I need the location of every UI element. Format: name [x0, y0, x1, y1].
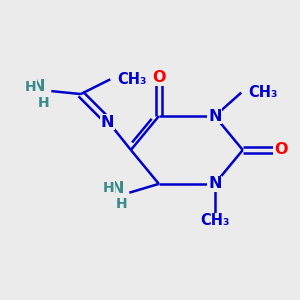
Text: H: H	[103, 181, 115, 195]
Text: N: N	[100, 115, 114, 130]
Text: H: H	[38, 96, 50, 110]
Text: N: N	[208, 176, 221, 191]
Text: N: N	[32, 79, 46, 94]
Text: N: N	[208, 109, 221, 124]
Text: O: O	[274, 142, 288, 158]
Text: N: N	[110, 181, 124, 196]
Text: CH₃: CH₃	[118, 72, 147, 87]
Text: O: O	[152, 70, 166, 86]
Text: CH₃: CH₃	[249, 85, 278, 100]
Text: H: H	[116, 197, 128, 212]
Text: H: H	[25, 80, 37, 94]
Text: CH₃: CH₃	[200, 213, 230, 228]
